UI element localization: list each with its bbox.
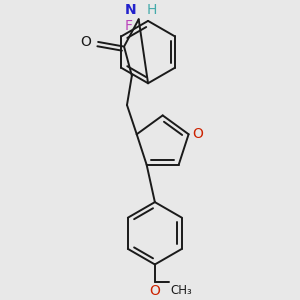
Text: H: H	[146, 3, 157, 17]
Text: O: O	[80, 35, 91, 49]
Text: F: F	[125, 19, 133, 33]
Text: N: N	[125, 3, 137, 17]
Text: CH₃: CH₃	[170, 284, 192, 297]
Text: O: O	[193, 127, 203, 141]
Text: O: O	[149, 284, 160, 298]
